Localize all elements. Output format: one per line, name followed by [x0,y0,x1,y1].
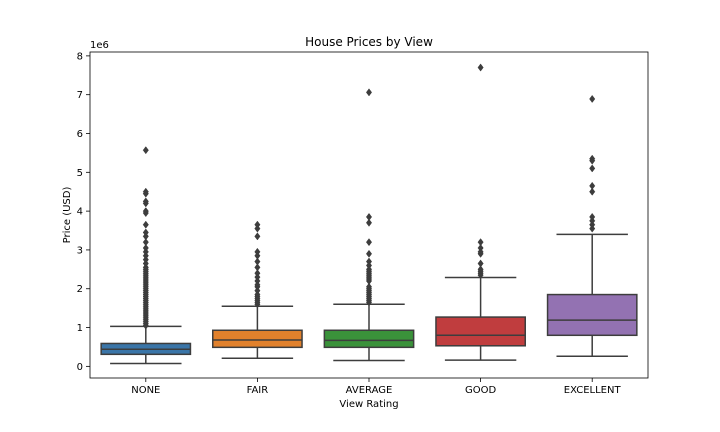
outlier-point [365,238,373,247]
outlier-point [142,243,149,253]
box-group-good [435,63,526,361]
outlier-point [477,265,484,274]
y-tick-label: 7 [77,90,83,101]
y-tick-label: 0 [77,362,83,373]
outlier-point [589,187,596,196]
y-axis-label: Price (USD) [62,187,73,244]
outlier-point [254,247,261,256]
y-offset-label: 1e6 [90,40,109,51]
outlier-point [477,238,484,247]
x-axis-label: View Rating [339,399,398,410]
outlier-point [142,187,149,196]
x-tick-label: GOOD [465,385,496,396]
outlier-point [254,269,261,278]
outlier-point [142,220,149,229]
outlier-point [589,181,596,190]
x-tick-label: EXCELLENT [564,385,622,396]
x-tick-label: NONE [131,385,160,396]
outlier-point [365,212,373,221]
outlier-point [142,207,149,216]
outlier-point [589,94,596,103]
outlier-point [477,243,484,253]
box-group-average [323,88,415,362]
outlier-point [365,249,373,258]
iqr-box [212,329,303,349]
box-group-none [100,146,192,365]
y-tick-label: 5 [77,168,83,179]
outlier-point [365,88,373,97]
y-tick-label: 2 [77,284,83,295]
y-tick-label: 3 [77,245,83,256]
y-tick-label: 6 [77,129,83,140]
outlier-point [142,228,149,237]
outlier-point [365,257,373,266]
axes-frame [89,51,649,379]
chart-title: House Prices by View [305,35,433,49]
y-tick-label: 1 [77,323,83,334]
outlier-point [477,63,484,72]
iqr-box [435,316,526,347]
outlier-point [477,259,484,268]
outlier-point [142,146,149,155]
outlier-point [365,282,373,291]
outlier-point [254,263,261,272]
outlier-point [254,257,261,266]
outlier-point [142,238,149,247]
outlier-point [142,197,149,206]
y-tick-label: 8 [77,51,83,62]
outlier-point [589,154,596,163]
plot-area: 0 1 2 3 4 5 6 7 8 NONE FAIR AVERAGE GOOD EXCELLENT [77,51,638,396]
y-tick-label: 4 [77,207,83,218]
outlier-point [589,164,596,173]
outlier-point [254,232,261,241]
outlier-point [254,220,261,229]
outlier-point [365,218,373,227]
box-group-excellent [546,94,638,358]
iqr-box [323,329,415,349]
outlier-point [589,212,596,221]
x-tick-label: FAIR [247,385,269,396]
box-group-fair [212,220,303,359]
x-tick-label: AVERAGE [346,385,393,396]
iqr-box [546,293,638,337]
